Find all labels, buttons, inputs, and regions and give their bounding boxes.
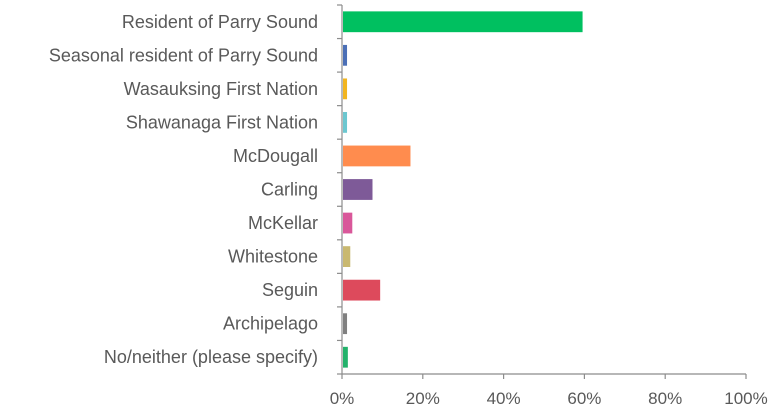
bar-8 <box>343 279 381 301</box>
category-label: McKellar <box>248 213 318 233</box>
category-label: Seasonal resident of Parry Sound <box>49 45 318 65</box>
bars <box>343 11 583 368</box>
category-label: Carling <box>261 180 318 200</box>
category-label: Wasauksing First Nation <box>124 79 318 99</box>
bar-1 <box>343 44 348 66</box>
bar-7 <box>343 246 351 267</box>
bar-6 <box>343 212 353 234</box>
bar-10 <box>343 346 348 368</box>
bar-9 <box>343 313 348 335</box>
x-tick-label: 20% <box>406 389 440 408</box>
x-tick-label: 80% <box>648 389 682 408</box>
category-label: Resident of Parry Sound <box>122 12 318 32</box>
x-tick-label: 40% <box>487 389 521 408</box>
category-label: Shawanaga First Nation <box>126 112 318 132</box>
bar-0 <box>343 11 583 33</box>
bar-3 <box>343 112 348 133</box>
category-label: McDougall <box>233 146 318 166</box>
bar-5 <box>343 179 373 200</box>
x-tick-label: 60% <box>567 389 601 408</box>
x-tick-label: 100% <box>724 389 767 408</box>
bar-4 <box>343 145 411 167</box>
category-label: No/neither (please specify) <box>104 347 318 367</box>
bar-2 <box>343 78 348 100</box>
category-labels: Resident of Parry Sound Seasonal resident… <box>49 12 318 367</box>
category-label: Seguin <box>262 280 318 300</box>
x-tick-labels: 0% 20% 40% 60% 80% 100% <box>330 389 768 408</box>
axes <box>337 4 747 379</box>
x-tick-label: 0% <box>330 389 355 408</box>
category-label: Whitestone <box>228 247 318 267</box>
category-label: Archipelago <box>223 314 318 334</box>
